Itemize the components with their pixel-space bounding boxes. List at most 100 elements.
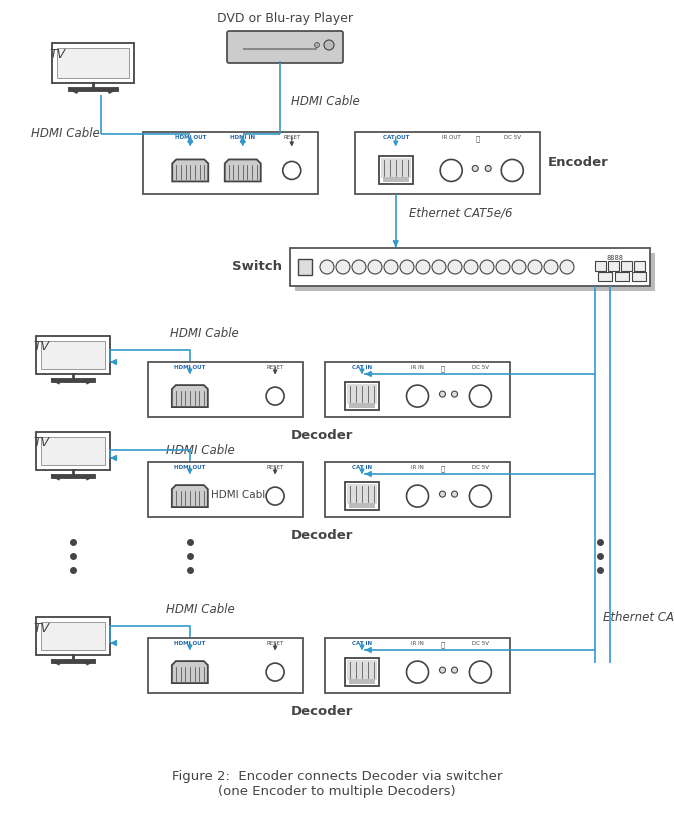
Bar <box>298 259 312 275</box>
Bar <box>634 261 645 271</box>
Polygon shape <box>172 385 208 407</box>
Bar <box>381 158 410 178</box>
Circle shape <box>266 663 284 681</box>
Circle shape <box>352 260 366 274</box>
Text: HDMI OUT: HDMI OUT <box>174 465 206 470</box>
Circle shape <box>452 491 458 497</box>
Circle shape <box>560 260 574 274</box>
Text: RESET: RESET <box>266 641 284 646</box>
Circle shape <box>320 260 334 274</box>
Bar <box>345 658 379 686</box>
Circle shape <box>469 485 491 507</box>
Text: HDMI OUT: HDMI OUT <box>174 365 206 370</box>
Circle shape <box>406 385 429 407</box>
Circle shape <box>406 661 429 683</box>
Circle shape <box>440 160 462 181</box>
Text: HDMI Cable: HDMI Cable <box>211 490 272 500</box>
Text: HDMI Cable: HDMI Cable <box>170 327 239 340</box>
Text: Decoder: Decoder <box>290 429 353 442</box>
Text: CAT IN: CAT IN <box>352 365 372 370</box>
Circle shape <box>448 260 462 274</box>
Text: HDMI OUT: HDMI OUT <box>174 641 206 646</box>
Circle shape <box>485 166 491 171</box>
Circle shape <box>432 260 446 274</box>
Polygon shape <box>172 661 208 683</box>
Text: HDMI Cable: HDMI Cable <box>166 444 235 457</box>
Bar <box>383 177 408 182</box>
Circle shape <box>469 385 491 407</box>
Bar <box>621 261 632 271</box>
Bar <box>41 622 105 650</box>
Bar <box>615 272 629 281</box>
Text: 8888: 8888 <box>607 255 623 261</box>
Text: HDMI Cable: HDMI Cable <box>290 95 359 108</box>
Text: HDMI Cable: HDMI Cable <box>166 603 235 616</box>
Text: HDMI IN: HDMI IN <box>231 135 255 140</box>
Polygon shape <box>172 485 208 507</box>
Circle shape <box>406 485 429 507</box>
Text: DC 5V: DC 5V <box>503 135 521 140</box>
Circle shape <box>496 260 510 274</box>
Text: Ethernet CAT5e/6: Ethernet CAT5e/6 <box>409 206 512 219</box>
Bar <box>598 272 612 281</box>
Bar <box>347 384 377 404</box>
Circle shape <box>324 40 334 50</box>
Text: Decoder: Decoder <box>290 705 353 718</box>
Circle shape <box>472 166 479 171</box>
Circle shape <box>439 391 446 397</box>
Text: RESET: RESET <box>266 465 284 470</box>
Bar <box>345 382 379 410</box>
Circle shape <box>336 260 350 274</box>
Text: RESET: RESET <box>283 135 301 140</box>
Bar <box>52 42 134 83</box>
Bar <box>347 660 377 680</box>
Circle shape <box>501 160 523 181</box>
Bar <box>36 433 110 470</box>
Text: TV: TV <box>33 340 49 354</box>
Text: TV: TV <box>33 437 49 449</box>
Bar <box>41 341 105 369</box>
Text: HDMI OUT: HDMI OUT <box>175 135 206 140</box>
Bar <box>632 272 646 281</box>
Text: DC 5V: DC 5V <box>472 641 489 646</box>
Text: DC 5V: DC 5V <box>472 465 489 470</box>
Bar <box>36 617 110 655</box>
Text: ⏻: ⏻ <box>440 365 445 372</box>
Text: RESET: RESET <box>266 365 284 370</box>
Circle shape <box>368 260 382 274</box>
Bar <box>349 403 375 409</box>
Text: Decoder: Decoder <box>290 529 353 542</box>
Bar <box>355 132 540 194</box>
Circle shape <box>452 391 458 397</box>
Text: TV: TV <box>49 48 65 62</box>
Bar <box>325 462 510 517</box>
Circle shape <box>469 661 491 683</box>
Bar <box>325 362 510 417</box>
Polygon shape <box>173 160 208 181</box>
Text: Ethernet CAT5e/6: Ethernet CAT5e/6 <box>603 610 674 623</box>
Text: CAT IN: CAT IN <box>352 465 372 470</box>
Text: IR IN: IR IN <box>411 641 424 646</box>
Circle shape <box>384 260 398 274</box>
Bar <box>345 482 379 510</box>
Text: ⏻: ⏻ <box>440 641 445 647</box>
Bar <box>349 503 375 508</box>
Text: Encoder: Encoder <box>548 156 609 170</box>
Text: ⏻: ⏻ <box>440 465 445 472</box>
Circle shape <box>439 491 446 497</box>
Text: ⏻: ⏻ <box>476 135 480 141</box>
Bar <box>595 261 606 271</box>
Bar <box>379 156 412 185</box>
Text: DC 5V: DC 5V <box>472 365 489 370</box>
Circle shape <box>528 260 542 274</box>
Bar <box>325 638 510 693</box>
Text: IR IN: IR IN <box>411 465 424 470</box>
Text: DVD or Blu-ray Player: DVD or Blu-ray Player <box>217 12 353 25</box>
Bar <box>608 261 619 271</box>
Bar <box>41 438 105 465</box>
Circle shape <box>439 667 446 673</box>
Circle shape <box>266 387 284 405</box>
Bar <box>347 484 377 504</box>
Bar <box>148 362 303 417</box>
Circle shape <box>464 260 478 274</box>
